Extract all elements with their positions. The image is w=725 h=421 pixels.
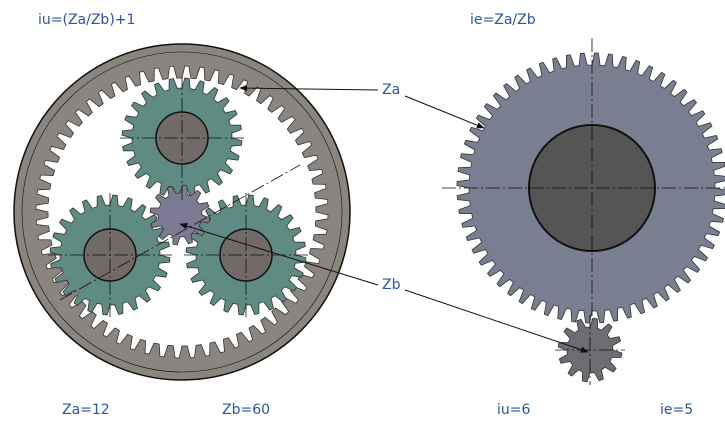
footer-label: iu=6: [497, 402, 530, 418]
formula: ie=Za/Zb: [470, 12, 536, 28]
callout-label: Za: [382, 82, 400, 98]
footer-label: Za=12: [62, 402, 110, 418]
page: iu=(Za/Zb)+1 ie=Za/Zb Za Zb Za=12 Zb=60 …: [0, 0, 725, 421]
formula: iu=(Za/Zb)+1: [38, 12, 135, 28]
footer-label: ie=5: [660, 402, 693, 418]
footer-label: Zb=60: [222, 402, 270, 418]
arrow: [405, 96, 484, 128]
callout-label: Zb: [382, 277, 401, 293]
diagram: iu=(Za/Zb)+1 ie=Za/Zb Za Zb Za=12 Zb=60 …: [0, 0, 725, 421]
